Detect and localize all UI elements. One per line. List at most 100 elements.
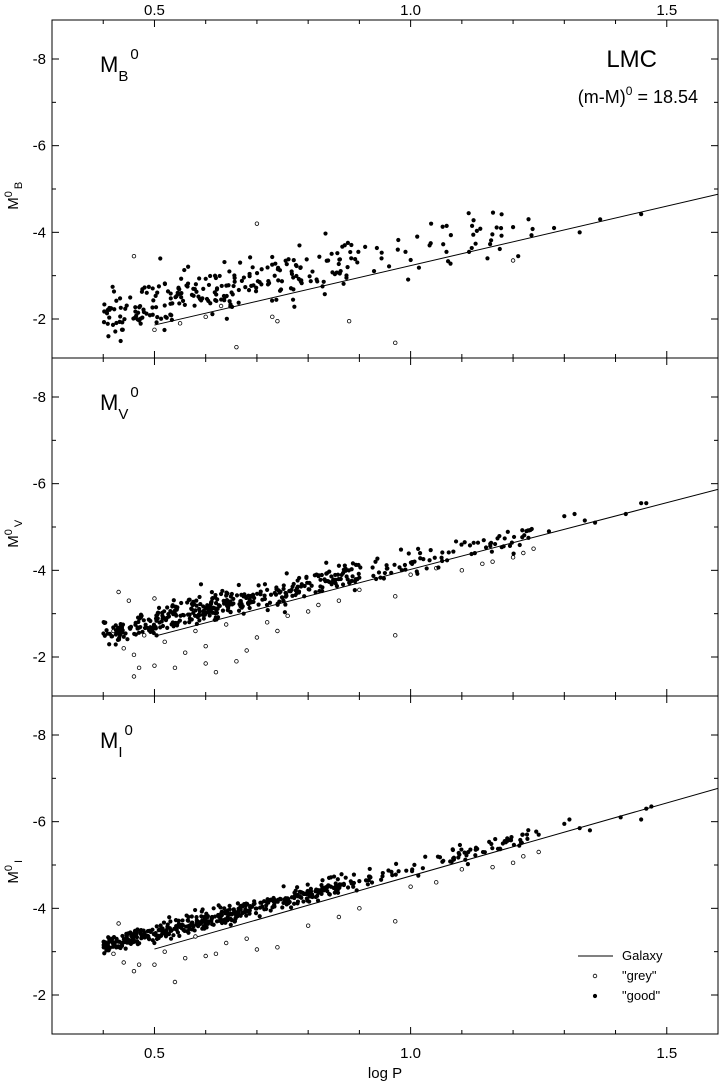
good-point <box>202 914 207 919</box>
good-point <box>290 593 295 598</box>
good-point <box>265 587 270 592</box>
good-point <box>440 558 445 564</box>
good-point <box>130 933 135 938</box>
good-point <box>511 534 517 540</box>
good-point <box>371 573 376 578</box>
good-point <box>118 314 123 319</box>
good-point <box>517 843 522 848</box>
grey-point <box>213 669 219 675</box>
good-point <box>283 590 288 596</box>
grey-point <box>490 864 495 870</box>
good-point <box>375 556 380 561</box>
good-point <box>201 924 206 929</box>
good-point <box>502 536 507 541</box>
y-axis-title-sup: 0 <box>3 529 15 535</box>
grey-point <box>203 661 208 666</box>
good-point <box>511 551 516 556</box>
good-point <box>282 610 287 615</box>
good-point <box>272 273 277 278</box>
good-point <box>168 936 174 941</box>
good-point <box>283 602 288 607</box>
good-point <box>131 940 136 945</box>
good-point <box>292 894 297 899</box>
good-point <box>119 625 124 631</box>
good-point <box>305 882 310 887</box>
good-point <box>507 543 513 549</box>
good-point <box>269 298 275 303</box>
good-point <box>524 832 530 837</box>
grey-point <box>521 854 526 859</box>
grey-point <box>531 546 536 551</box>
good-point <box>333 572 338 578</box>
good-point <box>239 278 244 283</box>
good-point <box>171 598 176 603</box>
good-point <box>159 619 164 624</box>
good-point <box>324 560 329 565</box>
good-point <box>221 293 227 299</box>
good-point <box>342 563 347 568</box>
good-point <box>193 282 198 287</box>
good-point <box>341 882 346 888</box>
good-point <box>429 221 434 226</box>
good-point <box>158 933 164 939</box>
good-point <box>107 938 113 943</box>
good-point <box>440 550 445 555</box>
good-point <box>427 558 432 563</box>
grey-point <box>408 884 413 889</box>
grey-point <box>275 318 280 324</box>
good-point <box>489 238 494 243</box>
grey-point <box>536 849 541 855</box>
good-point <box>198 601 203 607</box>
panel-label-base: M <box>100 728 118 753</box>
good-point <box>238 599 243 604</box>
grey-point <box>136 962 142 967</box>
good-point <box>336 563 342 568</box>
good-point <box>351 884 356 889</box>
good-point <box>291 901 297 906</box>
good-point <box>244 913 249 918</box>
good-point <box>227 299 232 304</box>
good-point <box>448 233 453 238</box>
good-point <box>236 608 242 613</box>
good-point <box>366 878 371 883</box>
good-point <box>176 921 181 926</box>
good-point <box>499 545 504 550</box>
good-point <box>469 245 474 251</box>
good-point <box>436 565 441 570</box>
grey-point <box>254 947 260 952</box>
grey-point <box>218 303 224 309</box>
good-point <box>437 855 443 860</box>
good-point <box>403 249 408 254</box>
panel-label-sub: V <box>118 406 128 423</box>
good-point <box>238 260 243 265</box>
good-point <box>414 569 419 574</box>
good-point <box>526 828 531 833</box>
good-point <box>258 905 263 910</box>
good-point <box>251 902 256 907</box>
good-point <box>140 629 145 634</box>
grey-point <box>131 652 137 658</box>
good-point <box>562 821 567 826</box>
good-point <box>182 267 187 273</box>
good-point <box>319 891 324 896</box>
good-point <box>208 603 213 608</box>
good-point <box>485 256 490 261</box>
good-point <box>354 888 359 893</box>
y-tick-label: -8 <box>33 389 46 406</box>
good-point <box>128 295 133 300</box>
good-point <box>151 298 156 303</box>
good-point <box>302 594 307 599</box>
good-point <box>509 540 514 545</box>
good-point <box>466 249 472 254</box>
good-point <box>231 596 236 601</box>
grey-point <box>121 646 126 651</box>
grey-point <box>131 253 137 259</box>
good-point <box>101 945 106 950</box>
good-point <box>288 905 294 910</box>
good-point <box>212 290 217 295</box>
y-axis-title-sup: 0 <box>3 865 15 871</box>
good-point <box>270 254 275 260</box>
good-point <box>217 273 222 279</box>
good-point <box>231 283 236 289</box>
